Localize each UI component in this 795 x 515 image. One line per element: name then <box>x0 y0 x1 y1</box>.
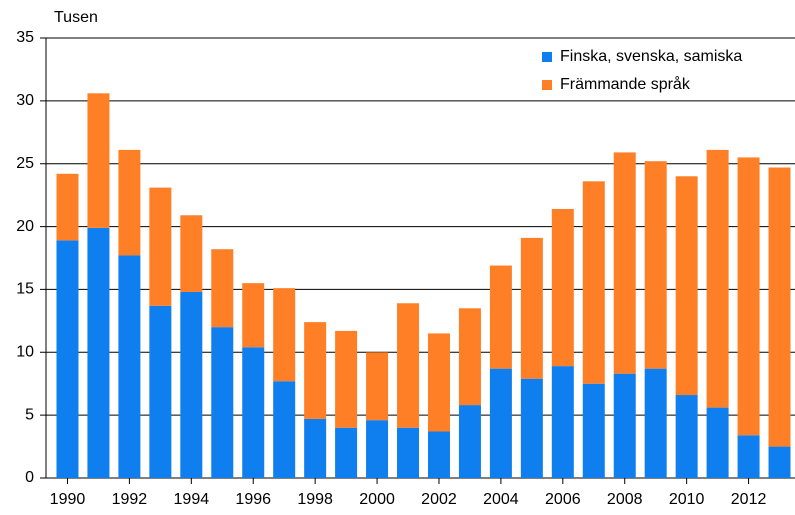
bar <box>87 93 110 228</box>
bar <box>149 305 172 478</box>
y-tick-label: 30 <box>16 92 34 109</box>
bar <box>273 381 296 478</box>
bar <box>458 308 481 406</box>
x-tick-label: 1998 <box>297 491 333 508</box>
bar <box>520 378 543 478</box>
bar <box>211 249 234 328</box>
y-tick-label: 25 <box>16 155 34 172</box>
bar <box>737 435 760 478</box>
bar <box>427 431 450 478</box>
bar <box>56 173 79 241</box>
x-tick-label: 2006 <box>545 491 581 508</box>
bar <box>551 208 574 367</box>
y-tick-label: 0 <box>25 469 34 486</box>
bar <box>304 418 327 478</box>
bar <box>582 383 605 478</box>
x-tick-label: 1996 <box>235 491 271 508</box>
bar <box>56 240 79 478</box>
y-tick-label: 35 <box>16 29 34 46</box>
x-tick-label: 1990 <box>50 491 86 508</box>
bar <box>675 176 698 396</box>
legend-label: Finska, svenska, samiska <box>560 48 742 65</box>
x-tick-label: 2004 <box>483 491 519 508</box>
x-tick-label: 1992 <box>112 491 148 508</box>
y-tick-label: 5 <box>25 406 34 423</box>
bar <box>397 303 420 428</box>
legend-label: Främmande språk <box>560 75 691 93</box>
bar <box>87 227 110 478</box>
bar <box>644 368 667 478</box>
x-tick-label: 1994 <box>174 491 210 508</box>
bar <box>582 181 605 384</box>
bar <box>551 366 574 478</box>
bar <box>768 446 791 478</box>
bar <box>675 395 698 478</box>
bar <box>118 149 141 256</box>
bar <box>335 330 358 428</box>
y-tick-label: 20 <box>16 218 34 235</box>
bar <box>180 215 203 292</box>
bar <box>118 255 141 478</box>
bar <box>366 420 389 478</box>
x-tick-label: 2010 <box>669 491 705 508</box>
x-tick-label: 2000 <box>359 491 395 508</box>
bar <box>644 161 667 369</box>
x-tick-label: 2012 <box>731 491 767 508</box>
bar <box>397 427 420 478</box>
bar <box>706 407 729 478</box>
y-tick-label: 10 <box>16 344 34 361</box>
y-tick-label: 15 <box>16 281 34 298</box>
bar <box>242 347 265 478</box>
bar <box>706 149 729 408</box>
bar <box>335 427 358 478</box>
bar <box>242 283 265 348</box>
x-tick-label: 2002 <box>421 491 457 508</box>
bar <box>613 373 636 478</box>
legend-swatch <box>542 80 552 90</box>
bar <box>366 352 389 421</box>
bar <box>304 322 327 419</box>
y-axis-label: Tusen <box>54 9 98 26</box>
bar <box>458 405 481 478</box>
bar <box>520 237 543 379</box>
legend-swatch <box>542 52 552 62</box>
x-tick-label: 2008 <box>607 491 643 508</box>
bar <box>489 368 512 478</box>
bar <box>737 157 760 436</box>
bar <box>211 327 234 478</box>
bar <box>273 288 296 382</box>
bar <box>613 152 636 374</box>
bar <box>427 333 450 432</box>
bar <box>149 187 172 306</box>
bar <box>489 265 512 369</box>
bar <box>180 291 203 478</box>
bar <box>768 167 791 447</box>
